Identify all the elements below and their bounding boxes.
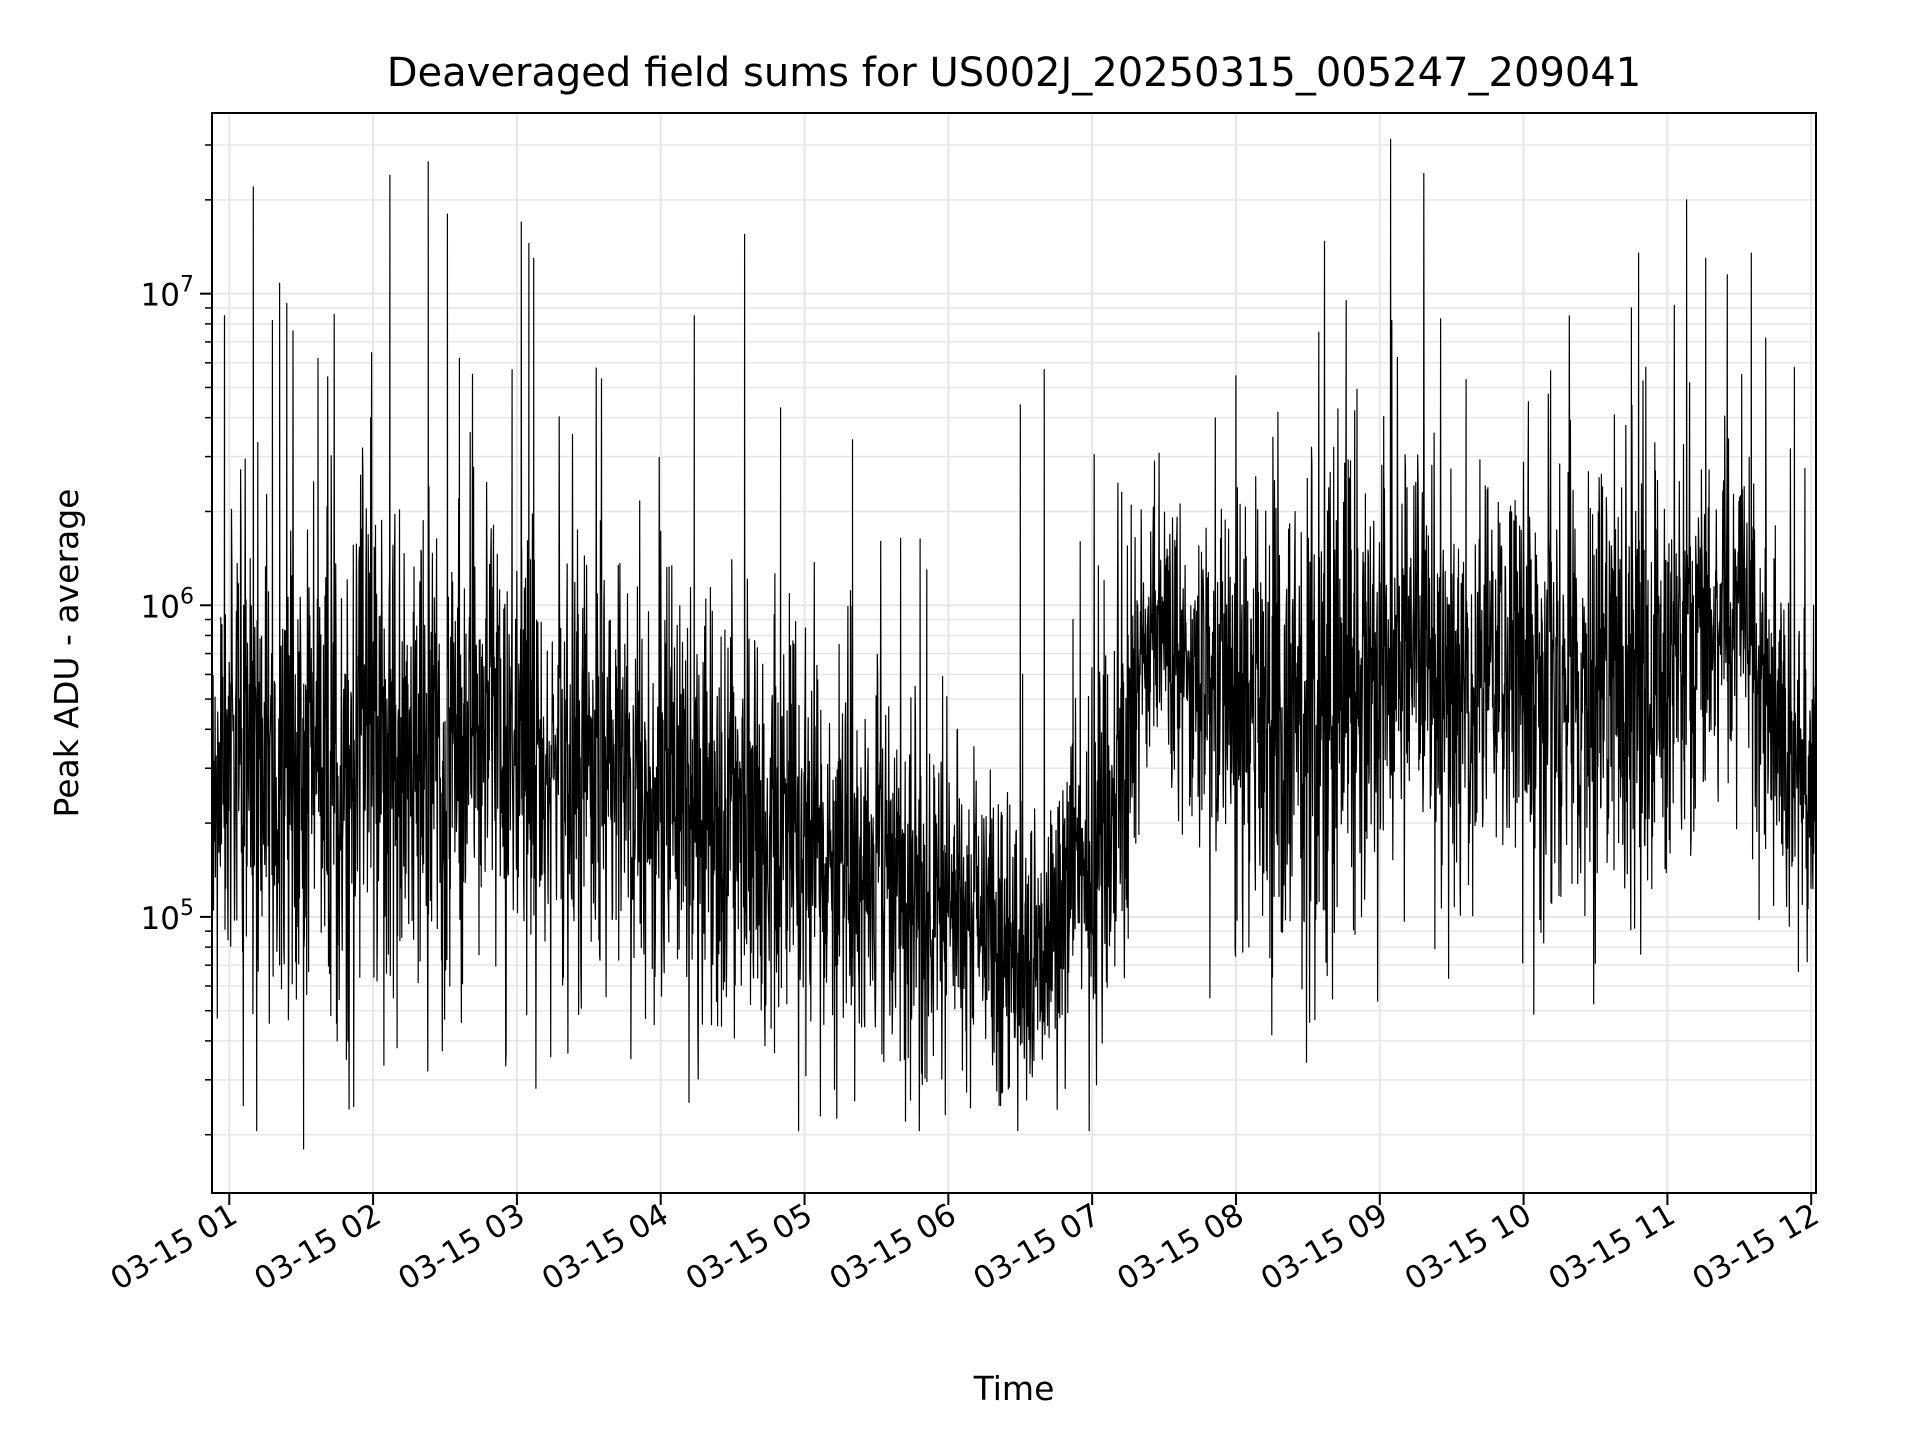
chart-title: Deaveraged field sums for US002J_2025031… — [387, 50, 1642, 96]
series-line — [212, 138, 1816, 1150]
y-tick-label: 107 — [141, 273, 194, 314]
y-tick-label: 106 — [141, 584, 194, 625]
x-axis-label: Time — [973, 1369, 1055, 1408]
y-tick-labels: 105 106 107 — [141, 273, 194, 937]
axis-ticks — [200, 144, 1813, 1205]
series-line-path — [212, 138, 1816, 1150]
y-axis-label: Peak ADU - average — [47, 489, 86, 818]
y-tick-label: 105 — [141, 896, 194, 937]
